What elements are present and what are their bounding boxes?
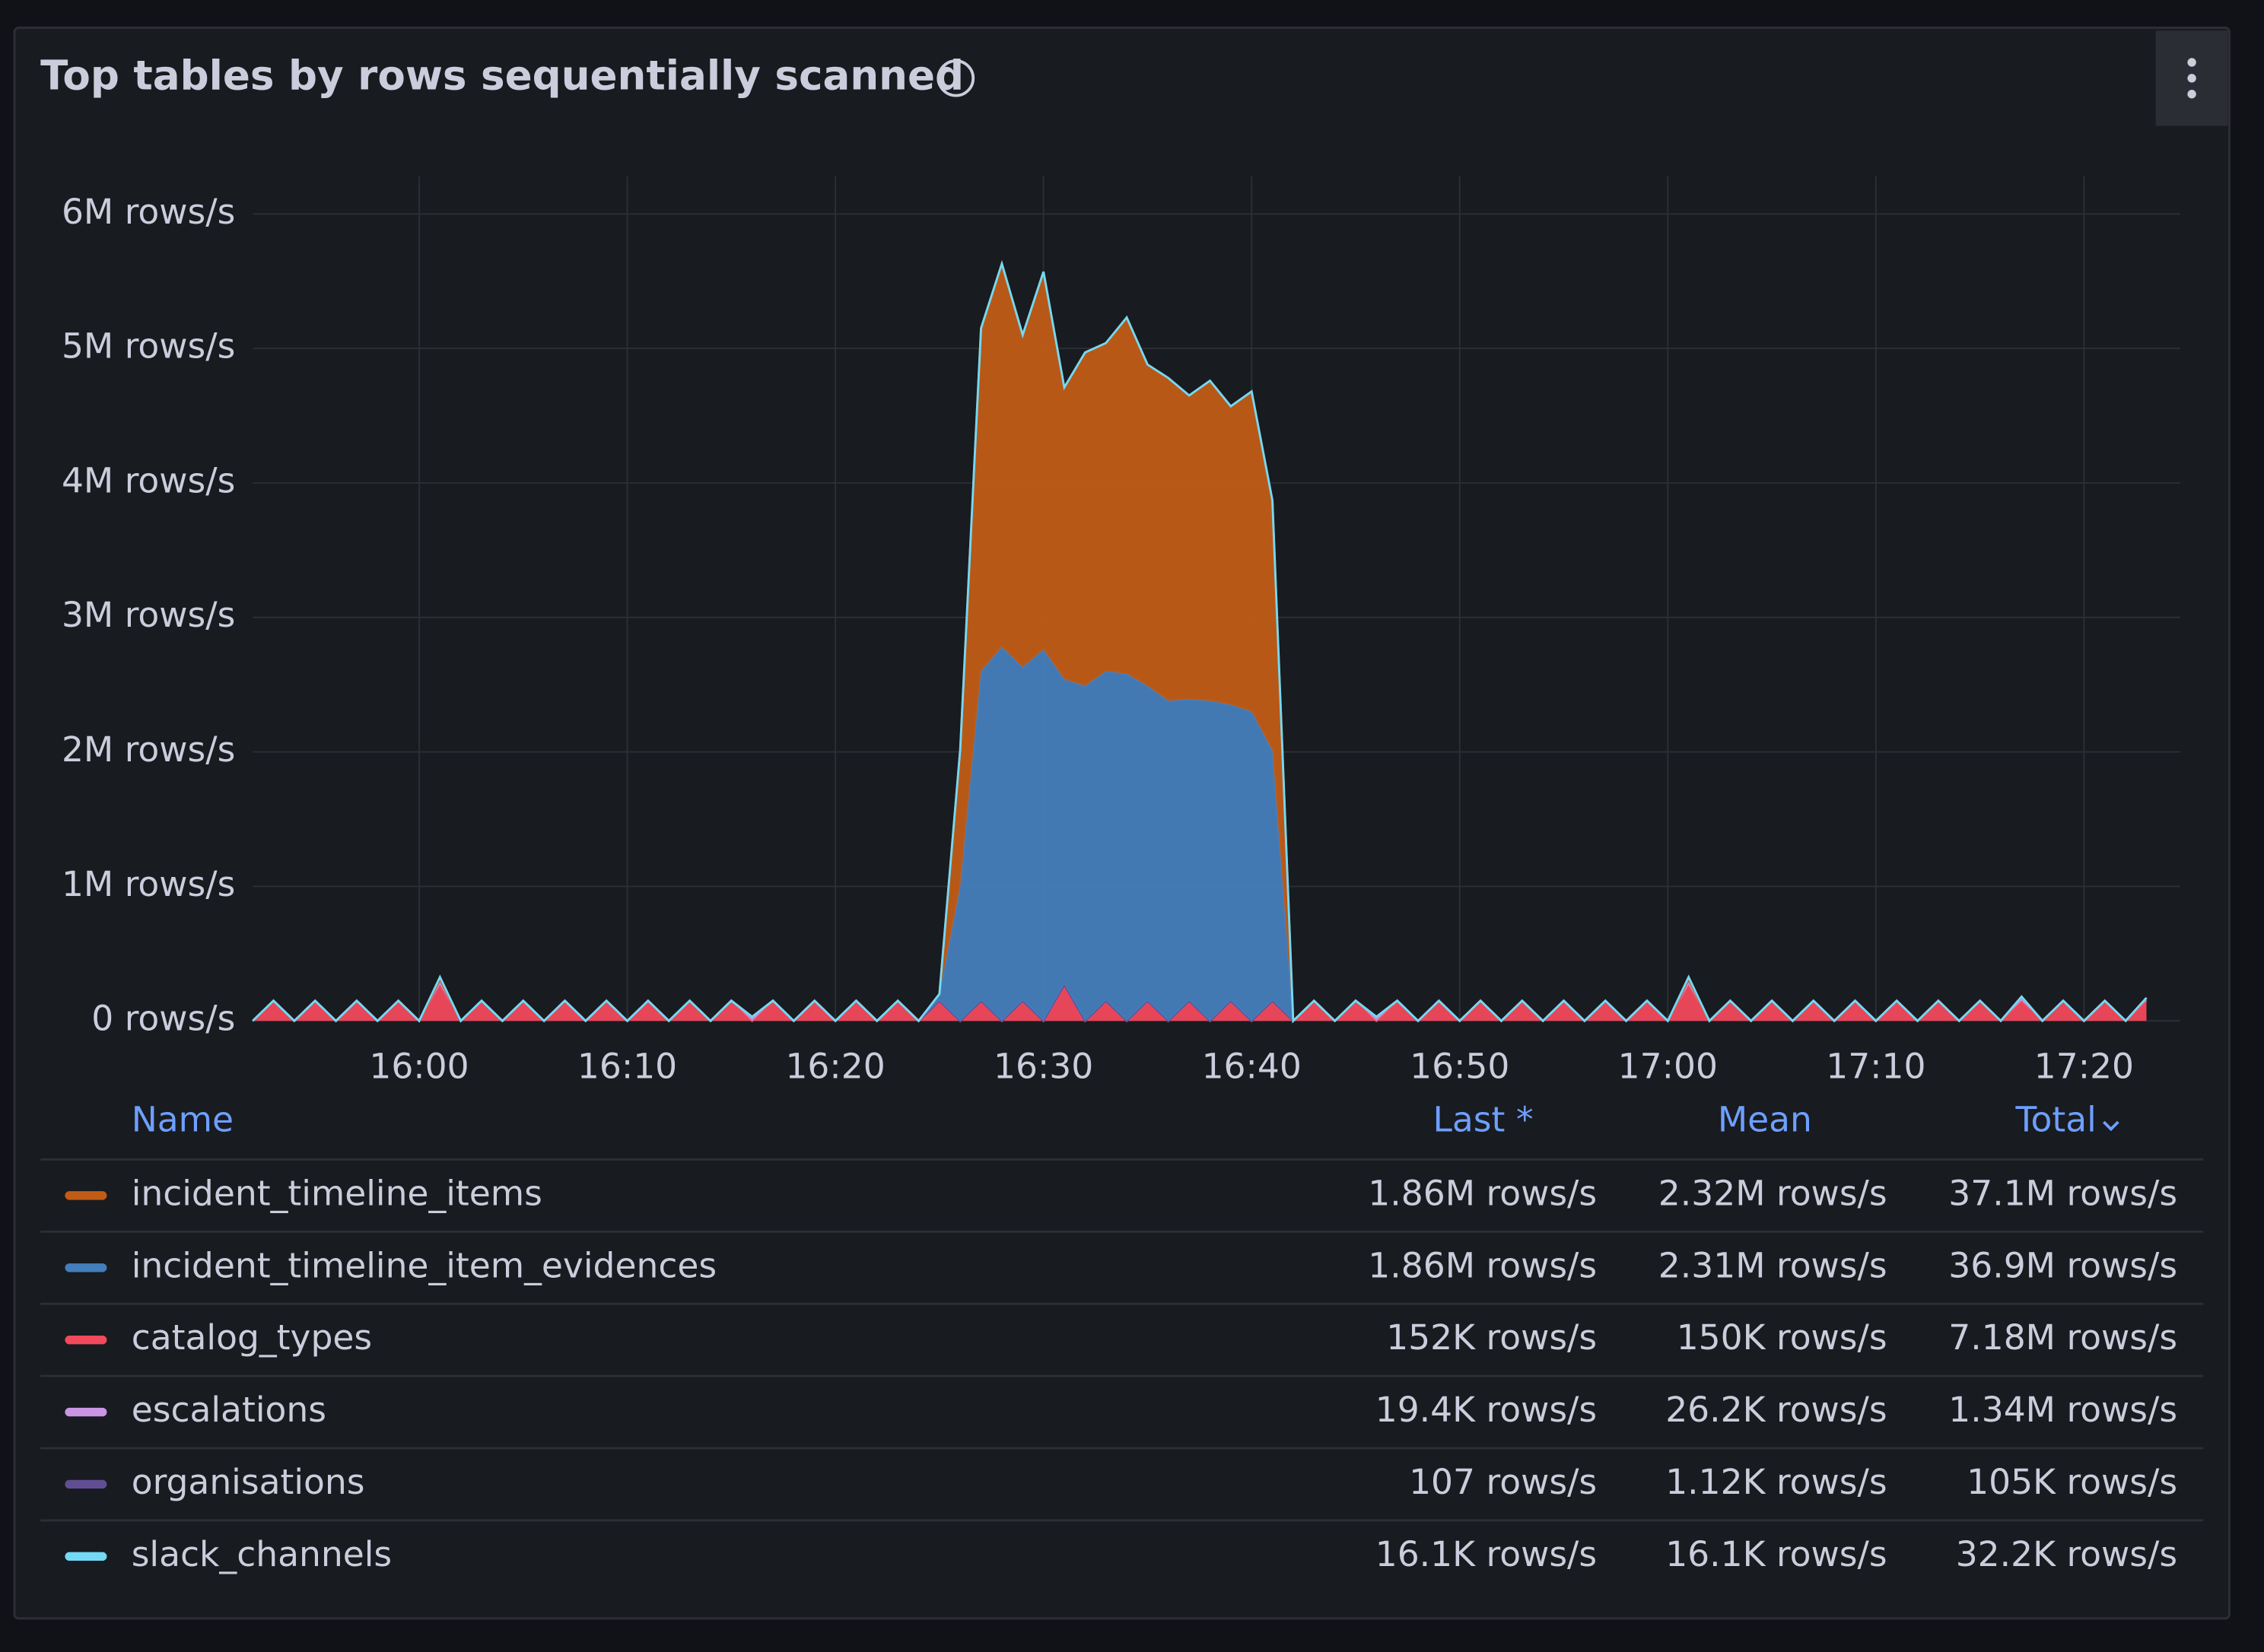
legend-value: 32.2K rows/s [1956, 1534, 2177, 1574]
menu-button[interactable] [2155, 30, 2228, 126]
legend-value: 26.2K rows/s [1665, 1390, 1887, 1430]
legend-header[interactable]: Mean [1718, 1100, 1812, 1140]
legend-value: 2.31M rows/s [1658, 1245, 1887, 1285]
x-tick-label: 16:20 [785, 1046, 885, 1086]
x-tick-label: 17:00 [1618, 1046, 1718, 1086]
legend-value: 1.86M rows/s [1368, 1245, 1597, 1285]
legend-name[interactable]: escalations [132, 1390, 326, 1430]
legend-name[interactable]: slack_channels [132, 1534, 392, 1574]
legend-table: Name Last * Mean Total incident_timeline_ite… [40, 1100, 2204, 1574]
y-tick-label: 5M rows/s [62, 326, 235, 367]
area [253, 263, 2147, 1021]
legend-header[interactable]: Last * [1432, 1100, 1533, 1140]
legend-header[interactable]: Name [132, 1100, 234, 1140]
legend-header[interactable]: Total [2014, 1100, 2096, 1140]
legend-value: 7.18M rows/s [1948, 1317, 2177, 1358]
x-tick-label: 16:50 [1410, 1046, 1509, 1086]
x-tick-label: 16:00 [369, 1046, 469, 1086]
y-tick-label: 4M rows/s [62, 460, 235, 500]
x-tick-label: 16:30 [994, 1046, 1093, 1086]
legend-value: 36.9M rows/s [1948, 1245, 2177, 1285]
info-icon[interactable] [936, 59, 975, 97]
x-tick-label: 17:10 [1826, 1046, 1925, 1086]
plot [252, 259, 2148, 1024]
y-tick-label: 1M rows/s [62, 864, 235, 904]
panel-title: Top tables by rows sequentially scanned [40, 52, 964, 99]
legend-value: 19.4K rows/s [1375, 1390, 1597, 1430]
y-tick-label: 0 rows/s [91, 999, 235, 1039]
menu-dot [2187, 58, 2196, 67]
x-tick-label: 16:10 [577, 1046, 677, 1086]
menu-dot [2187, 90, 2196, 99]
x-tick-label: 17:20 [2034, 1046, 2134, 1086]
info-dot [953, 64, 959, 70]
legend-name[interactable]: catalog_types [132, 1317, 372, 1358]
menu-dot [2187, 74, 2196, 83]
info-circle [936, 59, 975, 97]
area [253, 647, 2147, 1021]
series-line [252, 259, 2148, 1024]
legend-value: 152K rows/s [1386, 1317, 1597, 1358]
y-tick-label: 6M rows/s [62, 192, 235, 232]
legend-value: 150K rows/s [1677, 1317, 1887, 1358]
legend-value: 1.34M rows/s [1948, 1390, 2177, 1430]
legend-value: 107 rows/s [1409, 1462, 1597, 1502]
legend-value: 1.12K rows/s [1665, 1462, 1887, 1502]
legend-name[interactable]: incident_timeline_items [132, 1173, 542, 1213]
x-tick-label: 16:40 [1202, 1046, 1302, 1086]
sort-chevron [2102, 1120, 2119, 1132]
legend-value: 37.1M rows/s [1948, 1173, 2177, 1213]
legend-name[interactable]: incident_timeline_item_evidences [132, 1245, 717, 1285]
legend-value: 1.86M rows/s [1368, 1173, 1597, 1213]
legend-value: 105K rows/s [1967, 1462, 2177, 1502]
y-tick-label: 2M rows/s [62, 729, 235, 770]
legend-value: 16.1K rows/s [1375, 1534, 1597, 1574]
legend-value: 2.32M rows/s [1658, 1173, 1887, 1213]
legend-value: 16.1K rows/s [1665, 1534, 1887, 1574]
y-tick-label: 3M rows/s [62, 595, 235, 635]
legend-name[interactable]: organisations [132, 1462, 365, 1502]
